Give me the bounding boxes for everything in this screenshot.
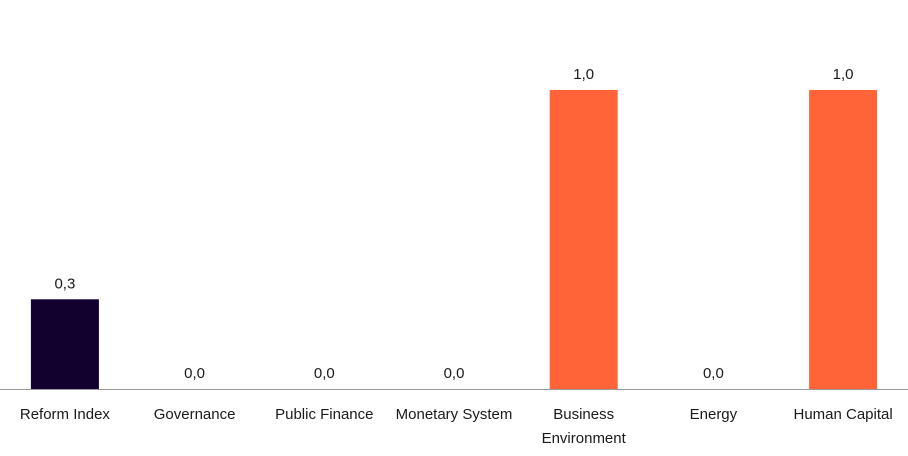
data-label-5: 0,0 [703, 365, 724, 382]
bar-0 [30, 299, 99, 389]
bars-layer [30, 90, 878, 389]
x-tick-label-line: Public Finance [275, 406, 373, 423]
data-label-2: 0,0 [314, 365, 335, 382]
x-tick-label-5: Energy [690, 406, 738, 423]
x-tick-label-6: Human Capital [793, 406, 892, 423]
bar-4 [549, 90, 618, 389]
x-tick-label-line: Environment [542, 430, 627, 447]
x-tick-label-3: Monetary System [396, 406, 513, 423]
data-label-4: 1,0 [573, 66, 594, 83]
x-tick-label-line: Reform Index [20, 406, 111, 423]
data-label-3: 0,0 [444, 365, 465, 382]
x-tick-label-line: Energy [690, 406, 738, 423]
x-tick-label-line: Monetary System [396, 406, 513, 423]
x-tick-labels: Reform Index Governance Public Finance Mone… [20, 406, 893, 447]
value-labels-layer: 0,3 0,0 0,0 0,0 1,0 0,0 1,0 [54, 66, 853, 382]
data-label-0: 0,3 [54, 275, 75, 292]
x-tick-label-line: Governance [154, 406, 236, 423]
x-tick-label-0: Reform Index [20, 406, 111, 423]
x-tick-label-1: Governance [154, 406, 236, 423]
x-tick-label-2: Public Finance [275, 406, 373, 423]
data-label-6: 1,0 [833, 66, 854, 83]
bar-6 [809, 90, 878, 389]
x-tick-label-4: Business Environment [542, 406, 627, 447]
data-label-1: 0,0 [184, 365, 205, 382]
x-tick-label-line: Human Capital [793, 406, 892, 423]
x-tick-label-line: Business [553, 406, 614, 423]
